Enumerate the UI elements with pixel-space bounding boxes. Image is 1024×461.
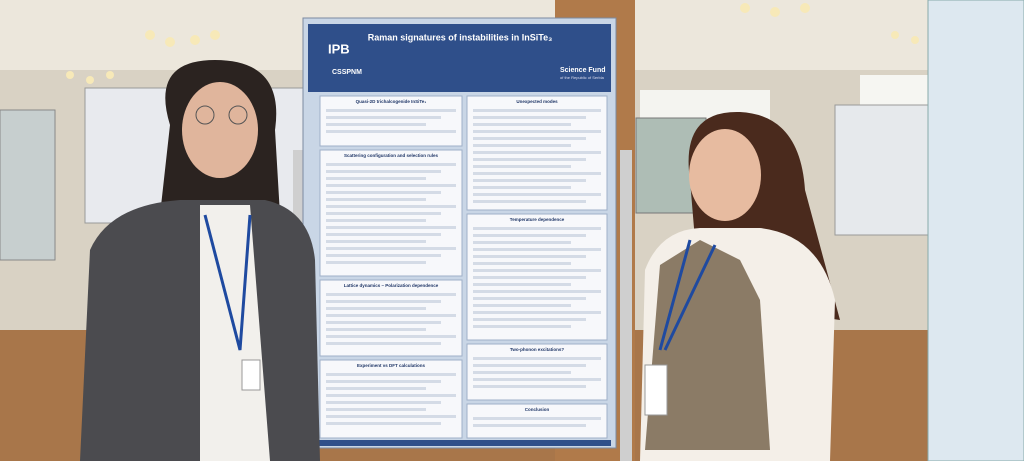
- content-placeholder: [473, 109, 601, 112]
- content-placeholder: [473, 116, 586, 119]
- content-placeholder: [326, 109, 456, 112]
- content-placeholder: [473, 283, 571, 286]
- content-placeholder: [326, 177, 426, 180]
- content-placeholder: [326, 401, 441, 404]
- content-placeholder: [326, 394, 456, 397]
- logo-text: CSSPNM: [332, 69, 362, 76]
- content-placeholder: [326, 163, 456, 166]
- content-placeholder: [473, 193, 601, 196]
- funder: Science Fund: [560, 67, 606, 74]
- content-placeholder: [326, 293, 456, 296]
- content-placeholder: [326, 387, 426, 390]
- poster-board: [927, 0, 1024, 461]
- content-placeholder: [473, 357, 601, 360]
- person: [640, 111, 840, 461]
- content-placeholder: [326, 415, 456, 418]
- content-placeholder: [326, 191, 441, 194]
- content-placeholder: [473, 241, 571, 244]
- poster-board: [0, 109, 56, 261]
- content-placeholder: [473, 311, 601, 314]
- content-placeholder: [326, 247, 456, 250]
- content-placeholder: [473, 130, 601, 133]
- content-placeholder: [326, 335, 456, 338]
- content-placeholder: [473, 234, 586, 237]
- section-heading: Temperature dependence: [510, 217, 565, 222]
- content-placeholder: [326, 300, 441, 303]
- content-placeholder: [326, 184, 456, 187]
- section-heading: Two-phonon excitations?: [510, 347, 564, 352]
- content-placeholder: [326, 116, 441, 119]
- content-placeholder: [473, 276, 586, 279]
- content-placeholder: [326, 314, 456, 317]
- content-placeholder: [473, 262, 571, 265]
- chandelier: [66, 3, 919, 84]
- content-placeholder: [473, 165, 571, 168]
- content-placeholder: [473, 227, 601, 230]
- section-heading: Unexpected modes: [516, 99, 558, 104]
- content-placeholder: [473, 378, 601, 381]
- content-placeholder: [473, 186, 571, 189]
- content-placeholder: [473, 371, 571, 374]
- content-placeholder: [473, 297, 586, 300]
- content-placeholder: [326, 408, 426, 411]
- content-placeholder: [473, 269, 601, 272]
- content-placeholder: [326, 198, 426, 201]
- content-placeholder: [473, 255, 586, 258]
- content-placeholder: [326, 254, 441, 257]
- content-placeholder: [473, 144, 571, 147]
- content-placeholder: [473, 172, 601, 175]
- content-placeholder: [473, 325, 571, 328]
- section-heading: Lattice dynamics – Polarization dependen…: [344, 283, 439, 288]
- content-placeholder: [473, 137, 586, 140]
- poster-section: [466, 403, 608, 439]
- section-heading: Quasi-2D trichalcogenide InSiTe₃: [356, 99, 427, 104]
- content-placeholder: [473, 151, 601, 154]
- content-placeholder: [473, 158, 586, 161]
- content-placeholder: [326, 130, 456, 133]
- content-placeholder: [326, 328, 426, 331]
- content-placeholder: [326, 123, 426, 126]
- poster-footer: [308, 440, 611, 446]
- logo-text: IPB: [328, 41, 350, 56]
- poster-title: Raman signatures of instabilities in InS…: [368, 32, 553, 42]
- section-heading: Scattering configuration and selection r…: [344, 153, 439, 158]
- content-placeholder: [326, 373, 456, 376]
- content-placeholder: [326, 321, 441, 324]
- content-placeholder: [326, 422, 441, 425]
- content-placeholder: [473, 179, 586, 182]
- content-placeholder: [473, 364, 586, 367]
- content-placeholder: [473, 200, 586, 203]
- content-placeholder: [326, 261, 426, 264]
- content-placeholder: [473, 385, 586, 388]
- poster-section: [319, 95, 463, 147]
- content-placeholder: [326, 307, 426, 310]
- content-placeholder: [326, 226, 456, 229]
- content-placeholder: [473, 248, 601, 251]
- content-placeholder: [473, 424, 586, 427]
- poster-board: [834, 104, 931, 236]
- content-placeholder: [473, 304, 571, 307]
- content-placeholder: [326, 240, 426, 243]
- content-placeholder: [326, 205, 456, 208]
- content-placeholder: [473, 290, 601, 293]
- content-placeholder: [473, 417, 601, 420]
- content-placeholder: [326, 219, 426, 222]
- content-placeholder: [326, 380, 441, 383]
- content-placeholder: [473, 123, 571, 126]
- person: [80, 60, 320, 461]
- poster-section: [319, 359, 463, 439]
- section-heading: Conclusion: [525, 407, 550, 412]
- stand-pole: [620, 150, 632, 461]
- content-placeholder: [473, 318, 586, 321]
- funder-sub: of the Republic of Serbia: [560, 75, 605, 80]
- content-placeholder: [326, 233, 441, 236]
- section-heading: Experiment vs DFT calculations: [357, 363, 426, 368]
- poster-header: [308, 24, 611, 92]
- content-placeholder: [326, 342, 441, 345]
- poster: Raman signatures of instabilities in InS…: [302, 17, 617, 449]
- content-placeholder: [326, 212, 441, 215]
- content-placeholder: [326, 170, 441, 173]
